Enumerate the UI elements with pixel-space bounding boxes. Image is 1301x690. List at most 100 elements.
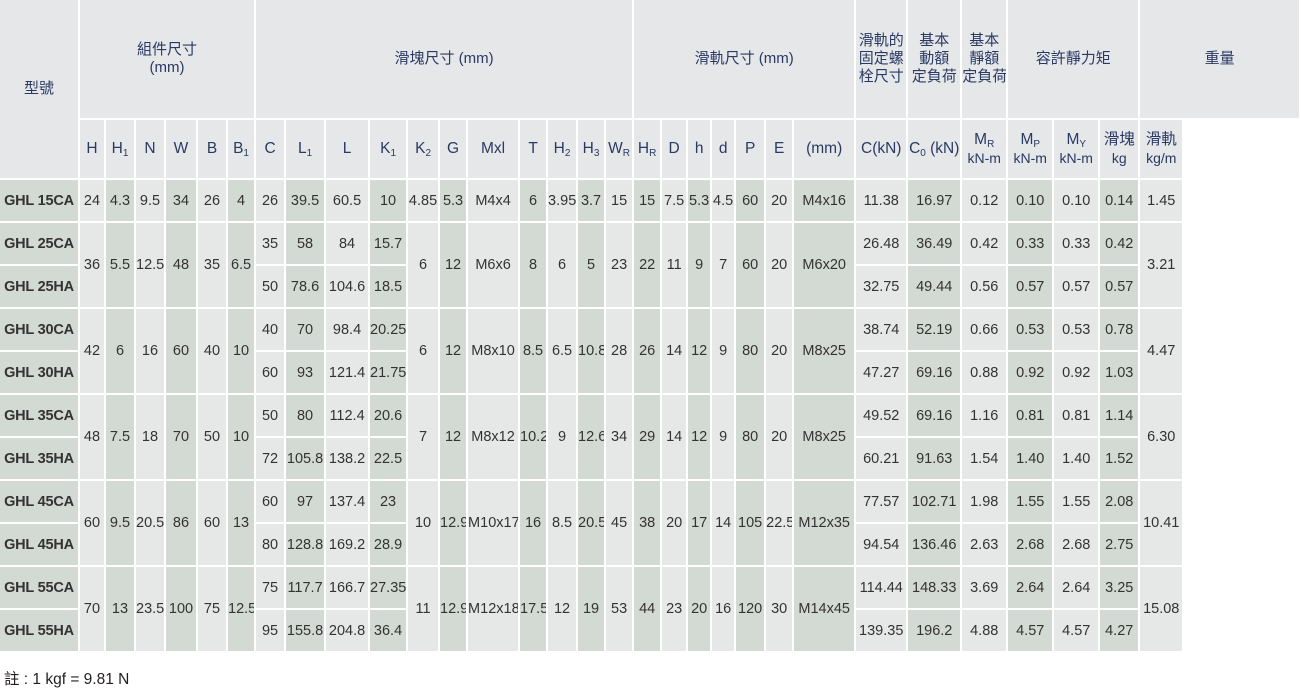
cell-block_kg: 1.52 — [1100, 438, 1141, 481]
cell-D: 20 — [662, 481, 689, 567]
cell-H1: 6 — [106, 309, 136, 395]
cell-C: 95 — [256, 610, 287, 653]
cell-B1: 10 — [228, 395, 257, 481]
cell-E: 30 — [766, 567, 795, 653]
cell-H1: 4.3 — [106, 180, 136, 223]
cell-D: 11 — [662, 223, 689, 309]
header-symbol-L1: L1 — [286, 120, 327, 180]
cell-P: 60 — [736, 223, 767, 309]
header-weight-kg-m: 滑軌 kg/m — [1140, 120, 1185, 180]
cell-W: 100 — [166, 567, 198, 653]
cell-d: 9 — [712, 309, 737, 395]
cell-K1: 28.9 — [370, 524, 409, 567]
cell-MY: 1.55 — [1054, 481, 1101, 524]
cell-C0_kN: 69.16 — [908, 352, 963, 395]
model-cell: GHL 45HA — [0, 524, 80, 567]
cell-H2: 12 — [548, 567, 579, 653]
cell-rail_kgm: 3.21 — [1140, 223, 1185, 309]
cell-K1: 20.25 — [370, 309, 409, 352]
cell-Mxl: M10x17 — [468, 481, 521, 567]
header-group-4: 基本 動額 定負荷 — [908, 0, 963, 120]
cell-P: 120 — [736, 567, 767, 653]
cell-MR: 0.66 — [962, 309, 1009, 352]
cell-d: 9 — [712, 395, 737, 481]
cell-C: 35 — [256, 223, 287, 266]
header-moment-P: MP kN-m — [1008, 120, 1055, 180]
cell-WR: 53 — [606, 567, 635, 653]
cell-B: 35 — [198, 223, 228, 309]
cell-C: 50 — [256, 395, 287, 438]
header-symbol-D: D — [662, 120, 689, 180]
header-symbol-(mm): (mm) — [794, 120, 857, 180]
header-symbol-B: B — [198, 120, 228, 180]
header-symbol-H3: H3 — [578, 120, 607, 180]
cell-MR: 4.88 — [962, 610, 1009, 653]
model-cell: GHL 55HA — [0, 610, 80, 653]
header-group-row: 型號 組件尺寸 (mm) 滑塊尺寸 (mm) 滑軌尺寸 (mm) 滑軌的 固定螺 栓尺寸 基本動… — [0, 0, 1301, 180]
cell-d: 4.5 — [712, 180, 737, 223]
cell-block_kg: 4.27 — [1100, 610, 1141, 653]
cell-MP: 1.55 — [1008, 481, 1055, 524]
cell-B: 60 — [198, 481, 228, 567]
cell-D: 14 — [662, 395, 689, 481]
cell-Mxl: M4x4 — [468, 180, 521, 223]
cell-H1: 7.5 — [106, 395, 136, 481]
cell-bolt: M12x35 — [794, 481, 857, 567]
header-symbol-WR: WR — [606, 120, 635, 180]
cell-MR: 0.42 — [962, 223, 1009, 266]
cell-MR: 3.69 — [962, 567, 1009, 610]
header-symbol-d: d — [712, 120, 737, 180]
table-row: GHL 45CA 60 9.5 20.5 86 60 13 60 97 137.4 23 10 12.9… — [0, 481, 1301, 567]
cell-HR: 22 — [634, 223, 663, 309]
cell-T: 8.5 — [520, 309, 549, 395]
cell-H3: 3.7 — [578, 180, 607, 223]
header-moment-Y: MY kN-m — [1054, 120, 1101, 180]
cell-MY: 0.33 — [1054, 223, 1101, 266]
cell-C: 40 — [256, 309, 287, 352]
header-moment-R: MR kN-m — [962, 120, 1009, 180]
cell-H: 48 — [80, 395, 106, 481]
cell-L: 84 — [326, 223, 371, 266]
model-cell: GHL 45CA — [0, 481, 80, 524]
cell-G: 12.9 — [440, 567, 469, 653]
header-symbol-C0: C0 (kN) — [908, 120, 963, 180]
header-symbol-E: E — [766, 120, 795, 180]
table-body: GHL 15CA 24 4.3 9.5 34 26 4 26 39.5 60.5 10 4.85 5.3… — [0, 180, 1301, 653]
cell-T: 10.2 — [520, 395, 549, 481]
cell-MR: 0.88 — [962, 352, 1009, 395]
cell-D: 7.5 — [662, 180, 689, 223]
cell-L: 112.4 — [326, 395, 371, 438]
model-cell: GHL 35CA — [0, 395, 80, 438]
cell-WR: 23 — [606, 223, 635, 309]
cell-MY: 0.57 — [1054, 266, 1101, 309]
header-symbol-P: P — [736, 120, 767, 180]
cell-H2: 6 — [548, 223, 579, 309]
header-weight-kg: 滑塊 kg — [1100, 120, 1141, 180]
header-symbol-K2: K2 — [408, 120, 441, 180]
cell-HR: 26 — [634, 309, 663, 395]
cell-MP: 2.68 — [1008, 524, 1055, 567]
cell-P: 105 — [736, 481, 767, 567]
header-group-0: 組件尺寸 (mm) — [80, 0, 257, 120]
table-row: GHL 45HA 80 128.8 169.2 28.9 94.54 136.46 2.63 2… — [0, 524, 1301, 567]
cell-H: 42 — [80, 309, 106, 395]
cell-K1: 27.35 — [370, 567, 409, 610]
cell-C_kN: 38.74 — [856, 309, 909, 352]
cell-MR: 2.63 — [962, 524, 1009, 567]
cell-block_kg: 0.42 — [1100, 223, 1141, 266]
cell-H: 70 — [80, 567, 106, 653]
cell-H: 60 — [80, 481, 106, 567]
table-row: GHL 30CA 42 6 16 60 40 10 40 70 98.4 20.25 6 12 M8x10… — [0, 309, 1301, 395]
cell-L1: 93 — [286, 352, 327, 395]
cell-MP: 0.33 — [1008, 223, 1055, 266]
cell-H2: 9 — [548, 395, 579, 481]
cell-block_kg: 0.14 — [1100, 180, 1141, 223]
cell-H1: 13 — [106, 567, 136, 653]
cell-MY: 2.68 — [1054, 524, 1101, 567]
cell-W: 70 — [166, 395, 198, 481]
header-symbol-L: L — [326, 120, 371, 180]
header-symbol-C: C — [256, 120, 287, 180]
cell-Mxl: M8x10 — [468, 309, 521, 395]
table-row: GHL 35HA 72 105.8 138.2 22.5 60.21 91.63 1.54 1.… — [0, 438, 1301, 481]
header-symbol-H2: H2 — [548, 120, 579, 180]
